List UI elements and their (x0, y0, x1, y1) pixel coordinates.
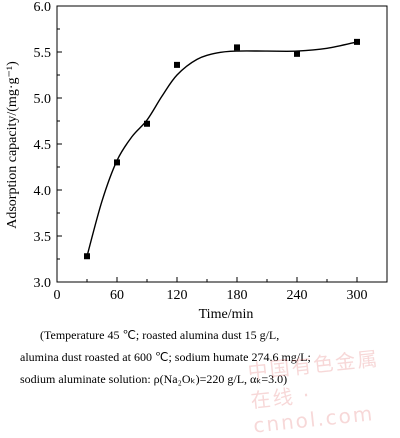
x-tick-label: 300 (347, 288, 368, 303)
data-point-marker (114, 159, 120, 166)
plot-area: 0 60 120 180 240 300 3.0 3.5 4.0 4.5 5.0 5.5 6.0 (34, 0, 388, 303)
data-point-marker (294, 50, 300, 57)
caption-line-3: sodium aluminate solution: ρ(Na₂Oₖ)=220 … (20, 372, 288, 386)
x-tick-label: 180 (227, 288, 248, 303)
data-point-marker (354, 38, 360, 45)
x-tick-label: 240 (287, 288, 308, 303)
data-point-marker (174, 61, 180, 68)
chart-figure: 0 60 120 180 240 300 3.0 3.5 4.0 4.5 5.0 5.5 6.0 Tim… (5, 0, 388, 322)
y-tick-label: 5.5 (34, 46, 52, 61)
data-point-marker (234, 44, 240, 51)
y-tick-label: 4.0 (34, 184, 52, 199)
data-point-marker (84, 253, 90, 260)
y-axis-label: Adsorption capacity/(mg·g⁻¹) (5, 61, 20, 229)
y-tick-label: 3.0 (34, 276, 52, 291)
figure-caption: (Temperature 45 ℃; roasted alumina dust … (0, 324, 400, 390)
x-tick-label: 0 (54, 288, 61, 303)
plot-frame (56, 5, 388, 283)
data-point-marker (144, 120, 150, 127)
caption-line-1: (Temperature 45 ℃; roasted alumina dust … (40, 328, 280, 342)
x-tick-label: 120 (167, 288, 188, 303)
y-tick-label: 3.5 (34, 230, 52, 245)
y-tick-label: 5.0 (34, 92, 52, 107)
x-tick-label: 60 (110, 288, 124, 303)
y-tick-label: 4.5 (34, 138, 52, 153)
caption-line-2: alumina dust roasted at 600 ℃; sodium hu… (20, 350, 311, 364)
y-tick-label: 6.0 (34, 0, 52, 15)
fit-curve-line (86, 41, 358, 257)
x-axis-label: Time/min (199, 307, 254, 322)
